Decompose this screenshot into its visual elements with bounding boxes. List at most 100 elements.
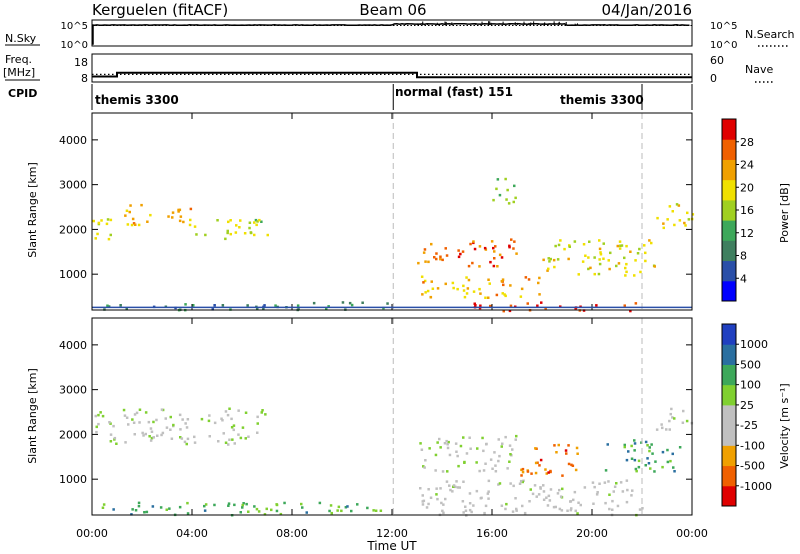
velocity-data-cell xyxy=(454,442,458,445)
y-tick-label: 3000 xyxy=(59,384,87,397)
power-data-cell xyxy=(478,245,482,248)
velocity-data-cell xyxy=(220,417,223,420)
velocity-data-cell xyxy=(535,495,538,498)
velocity-data-cell xyxy=(448,484,451,487)
freq-panel: Freq. [MHz] 18 8 60 0 Nave xyxy=(3,53,775,85)
velocity-data-cell xyxy=(537,493,541,496)
power-data-cell xyxy=(184,303,187,306)
velocity-data-cell xyxy=(564,449,568,452)
velocity-data-cell xyxy=(131,418,134,421)
colorbar-swatch xyxy=(722,445,736,467)
power-data-cell xyxy=(467,278,471,282)
velocity-data-cell xyxy=(452,484,456,487)
velocity-data-cell xyxy=(138,421,141,424)
power-data-cell xyxy=(132,222,136,225)
velocity-data-cell xyxy=(647,462,651,465)
velocity-data-cell xyxy=(454,485,457,489)
y-tick-label: 1000 xyxy=(59,473,87,486)
velocity-data-cell xyxy=(435,487,438,490)
power-data-cell xyxy=(668,205,672,208)
power-data-cell xyxy=(587,267,590,271)
power-data-cell xyxy=(547,257,550,260)
velocity-data-cell xyxy=(130,513,133,516)
power-data-cell xyxy=(492,246,495,250)
power-data-cell xyxy=(666,218,669,221)
power-data-cell xyxy=(513,240,516,243)
velocity-data-cell xyxy=(615,482,618,485)
power-data-cell xyxy=(125,307,128,310)
power-data-cell xyxy=(488,282,491,285)
power-data-cell xyxy=(617,262,621,265)
power-data-cell xyxy=(671,210,674,213)
power-data-cell xyxy=(502,283,505,287)
velocity-data-cell xyxy=(221,419,224,422)
velocity-data-cell xyxy=(442,511,445,515)
velocity-data-cell xyxy=(179,428,182,431)
velocity-data-cell xyxy=(570,463,573,467)
velocity-data-cell xyxy=(646,444,649,447)
x-tick-label: 04:00 xyxy=(176,527,208,540)
velocity-data-cell xyxy=(573,490,577,494)
power-data-cell xyxy=(537,281,540,285)
velocity-data-cell xyxy=(668,419,671,423)
velocity-data-cell xyxy=(593,485,596,489)
velocity-data-cell xyxy=(571,464,575,467)
velocity-data-cell xyxy=(487,497,490,500)
velocity-data-cell xyxy=(483,511,486,515)
velocity-data-cell xyxy=(149,439,153,442)
power-data-cell xyxy=(489,304,492,308)
velocity-data-cell xyxy=(193,435,196,439)
velocity-data-cell xyxy=(462,436,465,439)
velocity-data-cell xyxy=(255,507,259,511)
cpid-entry-1: themis 3300 xyxy=(95,93,179,107)
power-data-cell xyxy=(472,241,475,245)
velocity-data-cell xyxy=(143,511,146,514)
power-data-cell xyxy=(582,309,586,312)
power-data-cell xyxy=(421,293,424,296)
power-panel: 4000 3000 2000 1000 Slant Range [km] 28 24 20… xyxy=(26,112,791,313)
power-data-cell xyxy=(683,221,686,225)
velocity-data-cell xyxy=(160,408,164,411)
velocity-data-cell xyxy=(603,481,607,484)
velocity-data-cell xyxy=(141,431,144,435)
velocity-data-cell xyxy=(132,421,136,424)
freq-label: Freq. xyxy=(5,53,32,66)
velocity-data-cell xyxy=(469,447,472,450)
velocity-data-cell xyxy=(99,411,102,414)
power-data-cell xyxy=(109,233,112,237)
cpid-entry-2: normal (fast) 151 xyxy=(395,85,513,99)
velocity-data-cell xyxy=(649,467,652,470)
power-data-cell xyxy=(177,210,180,213)
velocity-data-cell xyxy=(239,511,242,514)
velocity-data-cell xyxy=(445,480,449,483)
colorbar-tick-label: -1000 xyxy=(740,480,772,493)
power-data-cell xyxy=(137,223,141,227)
colorbar-swatch xyxy=(722,260,736,282)
velocity-data-cell xyxy=(539,458,543,462)
velocity-data-cell xyxy=(233,442,236,445)
velocity-data-cell xyxy=(612,490,615,493)
velocity-data-cell xyxy=(434,453,438,457)
power-data-cell xyxy=(439,255,442,258)
velocity-data-cell xyxy=(459,444,463,448)
velocity-data-cell xyxy=(438,437,441,441)
velocity-data-cell xyxy=(247,510,250,513)
velocity-data-cell xyxy=(452,485,455,488)
velocity-data-cell xyxy=(159,506,163,509)
power-data-cell xyxy=(473,302,476,305)
colorbar-swatch xyxy=(722,485,736,507)
velocity-data-cell xyxy=(127,423,130,426)
velocity-data-cell xyxy=(487,479,491,483)
velocity-data-cell xyxy=(520,474,523,477)
velocity-data-cell xyxy=(101,414,105,418)
velocity-data-cell xyxy=(534,447,537,450)
velocity-data-cell xyxy=(185,442,188,446)
velocity-data-cell xyxy=(152,436,155,439)
velocity-data-cell xyxy=(554,505,557,509)
power-data-cell xyxy=(684,224,687,227)
nsky-tick-top: 10^5 xyxy=(61,21,88,32)
power-data-cell xyxy=(192,304,195,307)
velocity-data-cell xyxy=(569,508,573,512)
velocity-data-cell xyxy=(420,448,424,451)
velocity-data-cell xyxy=(427,502,430,506)
